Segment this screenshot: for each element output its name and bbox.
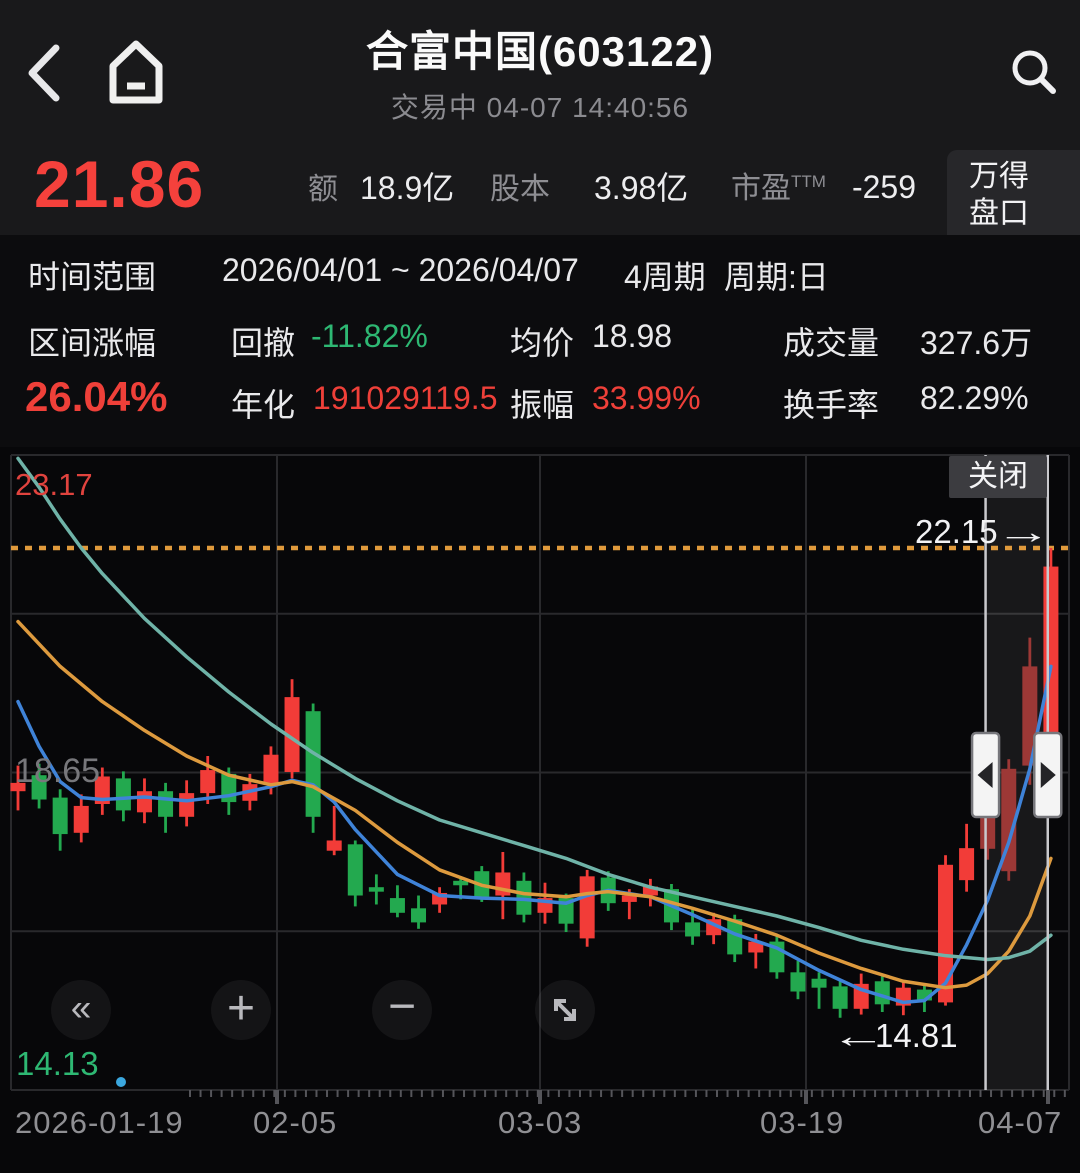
turnover-rate-value: 82.29% <box>920 380 1029 416</box>
zoom-in-button[interactable]: + <box>211 980 271 1040</box>
price-chart[interactable] <box>0 447 1080 1173</box>
home-button[interactable] <box>100 36 172 110</box>
expand-icon <box>554 999 576 1021</box>
pe-ratio: 市盈TTM -259 <box>731 169 916 205</box>
range-label: 时间范围 <box>28 259 157 295</box>
x-tick-label: 02-05 <box>253 1105 338 1140</box>
selection-handle-right[interactable] <box>1033 731 1063 819</box>
x-axis-ticks <box>189 1090 1066 1104</box>
arrow-left-icon: ← <box>830 1017 887 1054</box>
y-axis-min-label: 14.13 <box>16 1045 99 1082</box>
ma-line-ma-mid <box>16 619 1053 990</box>
annualized-value: 191029119.5 <box>313 380 498 416</box>
amplitude-value: 33.99% <box>592 380 701 416</box>
share-capital: 股本 3.98亿 <box>490 170 689 206</box>
drawdown-label: 回撤 <box>231 325 296 361</box>
rewind-button[interactable]: « <box>51 980 111 1040</box>
x-tick-label: 03-19 <box>760 1105 845 1140</box>
close-range-button[interactable]: 关闭 <box>949 456 1047 498</box>
drawdown-value: -11.82% <box>311 318 428 354</box>
ma-line-ma-short <box>16 664 1053 1005</box>
back-chevron-icon <box>28 44 60 102</box>
interval-change-label: 区间涨幅 <box>28 325 157 361</box>
periods-value: 4周期 <box>624 259 706 295</box>
interval-change-value: 26.04% <box>25 373 168 420</box>
x-tick-label: 04-07 <box>978 1105 1063 1140</box>
x-tick-label: 03-03 <box>498 1105 583 1140</box>
avg-price-label: 均价 <box>510 325 575 361</box>
high-price-marker: 22.15 → <box>915 513 1052 550</box>
trading-status: 交易中 04-07 14:40:56 <box>390 92 690 123</box>
annualized-label: 年化 <box>231 387 296 423</box>
wind-quote-panel-button[interactable]: 万得 盘口 <box>947 150 1080 235</box>
turnover-rate-label: 换手率 <box>783 387 880 423</box>
avg-price-value: 18.98 <box>592 318 673 354</box>
low-price-marker: ←14.81 <box>830 1017 958 1054</box>
selection-handle-left[interactable] <box>970 731 1001 819</box>
fullscreen-button[interactable] <box>535 980 595 1040</box>
dot-indicator <box>116 1077 126 1087</box>
chart-panel: 23.17 18.65 14.13 22.15 → ←14.81 关闭 « + … <box>0 447 1080 1173</box>
y-axis-max-label: 23.17 <box>15 467 93 502</box>
home-icon <box>109 40 163 104</box>
search-icon <box>1012 50 1048 86</box>
page-title: 合富中国(603122) <box>365 28 715 75</box>
zoom-out-button[interactable]: − <box>372 980 432 1040</box>
volume-label: 成交量 <box>783 325 880 361</box>
search-button[interactable] <box>1006 44 1062 100</box>
x-tick-label: 2026-01-19 <box>15 1105 184 1140</box>
range-value: 2026/04/01 ~ 2026/04/07 <box>222 252 579 288</box>
y-axis-mid-label: 18.65 <box>15 752 101 790</box>
cycle-value: 周期:日 <box>724 259 829 295</box>
handle-arrow-left-icon <box>977 762 993 788</box>
handle-arrow-right-icon <box>1040 762 1056 788</box>
arrow-right-icon: → <box>995 513 1052 550</box>
turnover-amount: 额 18.9亿 <box>308 170 455 206</box>
amplitude-label: 振幅 <box>510 387 575 423</box>
range-stats-panel: 时间范围 2026/04/01 ~ 2026/04/07 4周期 周期:日 区间… <box>0 235 1080 447</box>
volume-value: 327.6万 <box>920 325 1033 361</box>
ma-line-ma-long <box>16 456 1053 962</box>
last-price: 21.86 <box>34 147 205 221</box>
back-button[interactable] <box>18 42 72 104</box>
